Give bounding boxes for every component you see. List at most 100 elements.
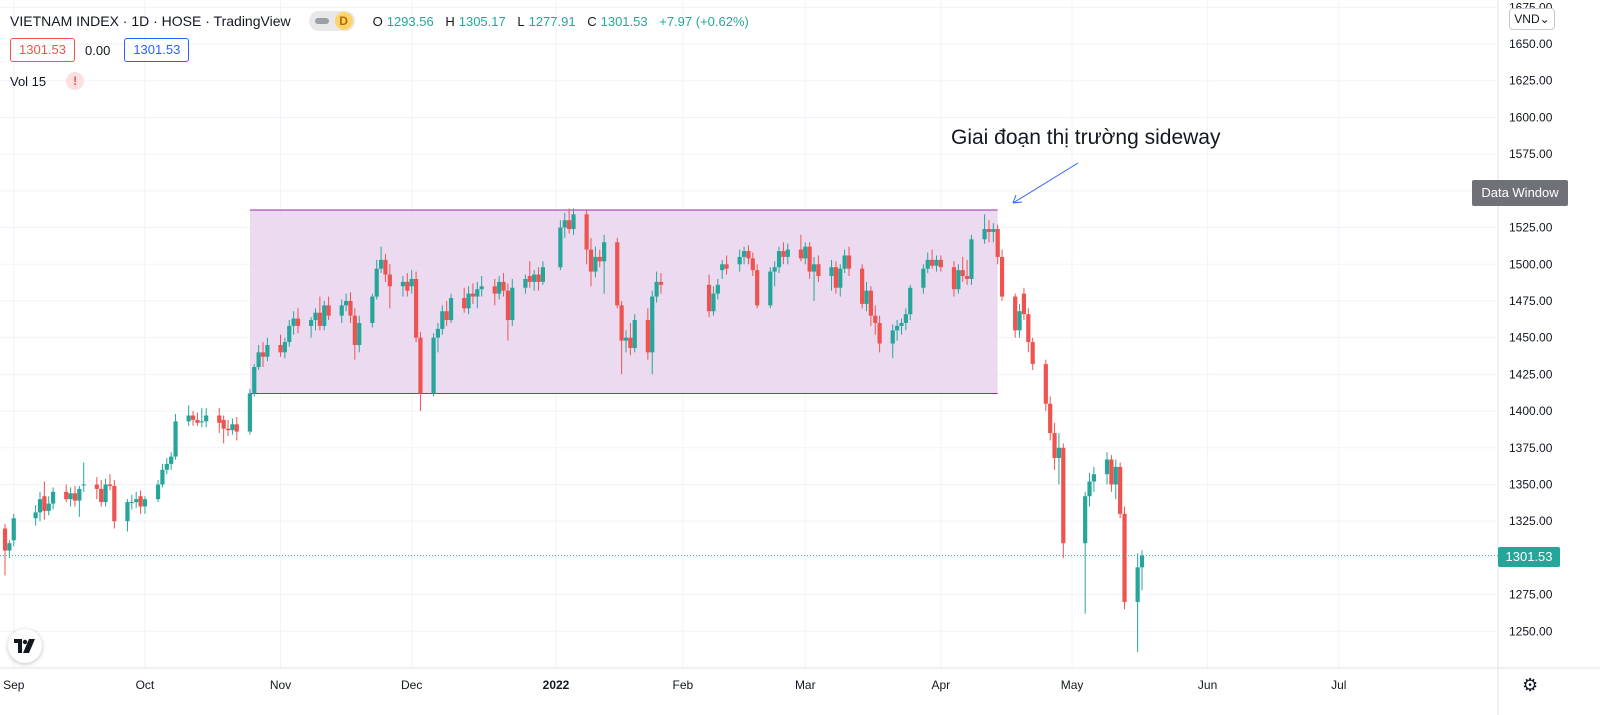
candle [1043, 359, 1048, 412]
candle [658, 273, 664, 294]
candle [142, 496, 148, 514]
candle-body [317, 312, 322, 326]
candle [103, 478, 108, 507]
candle-body [444, 311, 449, 321]
candle-body [217, 415, 222, 423]
candle [99, 480, 104, 507]
candle-body [755, 270, 760, 306]
candle-body [523, 278, 528, 288]
candle [720, 259, 725, 279]
candle-body [448, 298, 454, 321]
candle-body [326, 305, 331, 316]
candle [746, 245, 751, 265]
candle [562, 212, 567, 238]
visibility-toggle[interactable]: D [308, 11, 355, 31]
candle [811, 256, 817, 301]
candle [309, 317, 314, 338]
candle-body [860, 268, 865, 304]
candle [567, 208, 572, 234]
candle-body [1021, 293, 1027, 315]
candle [409, 270, 414, 294]
candle [230, 418, 235, 435]
candle-body [112, 485, 117, 522]
sell-price-button[interactable]: 1301.53 [10, 38, 75, 62]
candle-body [816, 264, 821, 277]
candle [991, 223, 996, 243]
candle [877, 315, 882, 353]
candle-body [895, 325, 900, 331]
x-tick-label: Apr [932, 678, 951, 692]
candle-body [658, 281, 664, 285]
candle-body [492, 286, 497, 294]
candle [523, 274, 528, 294]
buy-price-button[interactable]: 1301.53 [124, 38, 190, 62]
candle [169, 452, 174, 470]
candle-body [724, 264, 729, 269]
warning-icon[interactable]: ! [66, 72, 85, 90]
candle-body [510, 287, 515, 321]
candle-body [1052, 433, 1057, 459]
candle [77, 485, 82, 517]
change-value: +7.97 (+0.62%) [659, 13, 749, 29]
candle [737, 249, 742, 272]
symbol-title[interactable]: VIETNAM INDEX · 1D · HOSE · TradingView [10, 13, 291, 29]
candle-body [221, 419, 226, 429]
x-tick-label: Nov [270, 678, 291, 692]
y-tick-label: 1600.00 [1509, 110, 1553, 124]
candle [501, 273, 506, 297]
candle [352, 308, 357, 360]
legend-header: VIETNAM INDEX · 1D · HOSE · TradingView … [10, 11, 753, 31]
x-tick-label: Mar [795, 678, 816, 692]
candle [265, 337, 270, 362]
data-window-tooltip[interactable]: Data Window [1472, 180, 1568, 206]
candle-body [1104, 459, 1110, 475]
candle [413, 271, 419, 343]
currency-selector[interactable]: VND⌄ [1509, 8, 1555, 30]
candle-body [991, 229, 996, 232]
volume-label: Vol 15 [10, 73, 47, 89]
tradingview-logo[interactable] [8, 629, 42, 663]
candle [313, 308, 318, 331]
candle-body [532, 274, 537, 282]
candle-body [470, 293, 476, 297]
candle [370, 293, 375, 328]
candle-body [908, 287, 913, 315]
candle-body [1048, 403, 1053, 434]
candle [448, 293, 454, 323]
candle [706, 274, 712, 318]
candle [1017, 303, 1022, 338]
candle-body [497, 281, 502, 294]
candle [772, 261, 777, 287]
sideway-annotation[interactable]: Giai đoạn thị trường sideway [951, 126, 1221, 149]
candle [536, 267, 541, 291]
candle [654, 271, 659, 303]
candle-body [1109, 459, 1114, 485]
candle [890, 324, 895, 359]
candle [357, 315, 362, 353]
candle [431, 333, 436, 397]
candle-body [33, 512, 38, 519]
chevron-down-icon: ⌄ [1539, 12, 1550, 26]
candle [846, 246, 852, 277]
candle [173, 414, 178, 460]
candle-body [186, 415, 191, 422]
candle-body [155, 484, 161, 500]
candle-body [833, 267, 838, 288]
candle-body [1043, 364, 1048, 404]
candle-body [999, 256, 1005, 297]
candle-body [781, 251, 786, 257]
y-tick-label: 1625.00 [1509, 74, 1553, 88]
candle [938, 255, 943, 272]
x-tick-label: May [1061, 678, 1084, 692]
candle [2, 524, 8, 576]
candle [199, 408, 204, 428]
candle-body [632, 320, 637, 348]
volume-legend[interactable]: Vol 15 ! [10, 72, 85, 90]
candle-body [77, 488, 82, 501]
gear-icon[interactable]: ⚙ [1522, 675, 1539, 695]
candle [755, 264, 760, 309]
candle-body [571, 214, 576, 230]
candle [842, 249, 847, 274]
candle [344, 293, 349, 312]
